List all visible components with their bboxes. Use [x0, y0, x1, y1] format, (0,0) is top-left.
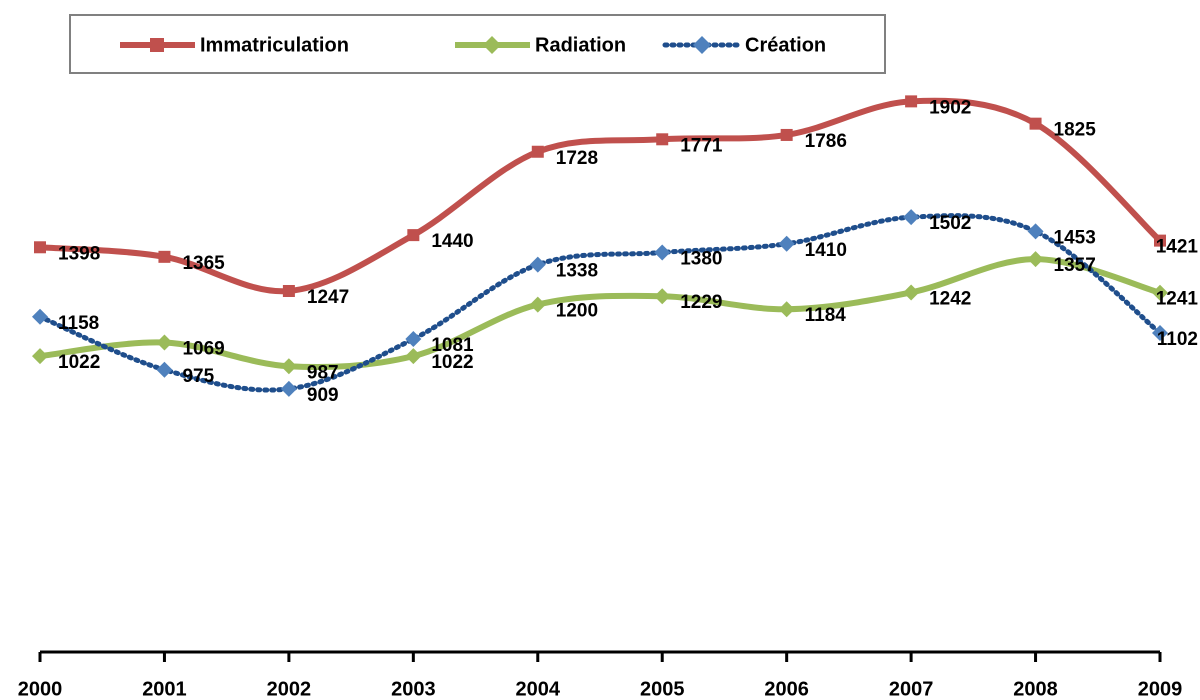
marker — [656, 133, 669, 146]
x-tick-label: 2003 — [391, 678, 436, 700]
marker — [1027, 251, 1044, 268]
marker — [903, 284, 920, 301]
marker — [1029, 117, 1042, 130]
marker — [282, 284, 295, 297]
marker — [405, 331, 422, 348]
marker — [654, 244, 671, 261]
x-tick-label: 2006 — [764, 678, 809, 700]
data-label: 1771 — [680, 135, 723, 156]
series-line — [39, 97, 1163, 295]
data-label: 1902 — [929, 97, 971, 118]
marker — [280, 358, 297, 375]
marker — [32, 308, 48, 325]
x-tick-label: 2007 — [889, 678, 934, 700]
data-label: 1365 — [182, 253, 225, 274]
data-label: 1410 — [805, 240, 847, 261]
data-label: 1247 — [307, 287, 349, 308]
x-tick-label: 2008 — [1013, 678, 1058, 700]
marker — [32, 348, 48, 365]
series-line — [37, 213, 1163, 393]
marker — [34, 241, 46, 254]
marker — [778, 235, 795, 252]
data-label: 1229 — [680, 292, 722, 313]
data-label: 1069 — [182, 339, 224, 360]
x-tick-label: 2004 — [516, 678, 561, 700]
data-label: 1440 — [431, 231, 473, 252]
marker — [903, 209, 920, 226]
data-label: 1453 — [1054, 227, 1096, 248]
data-label: 1421 — [1156, 237, 1199, 258]
marker — [905, 95, 918, 108]
data-label: 1081 — [431, 335, 474, 356]
legend-label: Radiation — [535, 34, 626, 56]
data-label: 1502 — [929, 213, 971, 234]
data-label: 975 — [182, 366, 214, 387]
marker — [407, 229, 420, 242]
x-tick-label: 2001 — [142, 678, 187, 700]
data-label: 1022 — [58, 352, 100, 373]
marker — [280, 380, 297, 397]
data-label: 1338 — [556, 261, 598, 282]
marker — [405, 348, 422, 365]
marker — [778, 301, 795, 318]
legend-marker — [693, 36, 711, 54]
marker — [1027, 223, 1044, 240]
data-label: 909 — [307, 385, 339, 406]
marker — [156, 334, 173, 351]
legend-label: Création — [745, 34, 826, 56]
series-line — [39, 256, 1161, 371]
marker — [529, 296, 546, 313]
x-tick-label: 2009 — [1138, 678, 1183, 700]
marker — [156, 361, 173, 378]
data-label: 1357 — [1054, 255, 1096, 276]
data-label: 1241 — [1156, 289, 1199, 310]
x-tick-label: 2002 — [267, 678, 312, 700]
data-label: 1200 — [556, 301, 598, 322]
legend-marker — [483, 36, 501, 54]
data-label: 1102 — [1157, 329, 1198, 350]
data-label: 1158 — [58, 313, 99, 334]
data-label: 1184 — [805, 305, 847, 326]
legend-marker — [150, 38, 164, 52]
marker — [1154, 234, 1166, 247]
data-label: 1242 — [929, 288, 971, 309]
marker — [531, 145, 544, 158]
data-label: 1022 — [431, 352, 473, 373]
marker — [654, 288, 671, 305]
data-label: 1398 — [58, 243, 100, 264]
data-label: 1728 — [556, 148, 598, 169]
x-tick-label: 2005 — [640, 678, 685, 700]
marker — [1152, 284, 1168, 301]
marker — [158, 250, 171, 263]
marker — [529, 256, 546, 273]
marker — [1152, 324, 1168, 341]
legend-label: Immatriculation — [200, 34, 349, 56]
marker — [780, 128, 793, 141]
data-label: 1380 — [680, 249, 722, 270]
data-label: 1786 — [805, 131, 847, 152]
x-tick-label: 2000 — [18, 678, 63, 700]
data-label: 987 — [307, 362, 339, 383]
data-label: 1825 — [1054, 120, 1097, 141]
